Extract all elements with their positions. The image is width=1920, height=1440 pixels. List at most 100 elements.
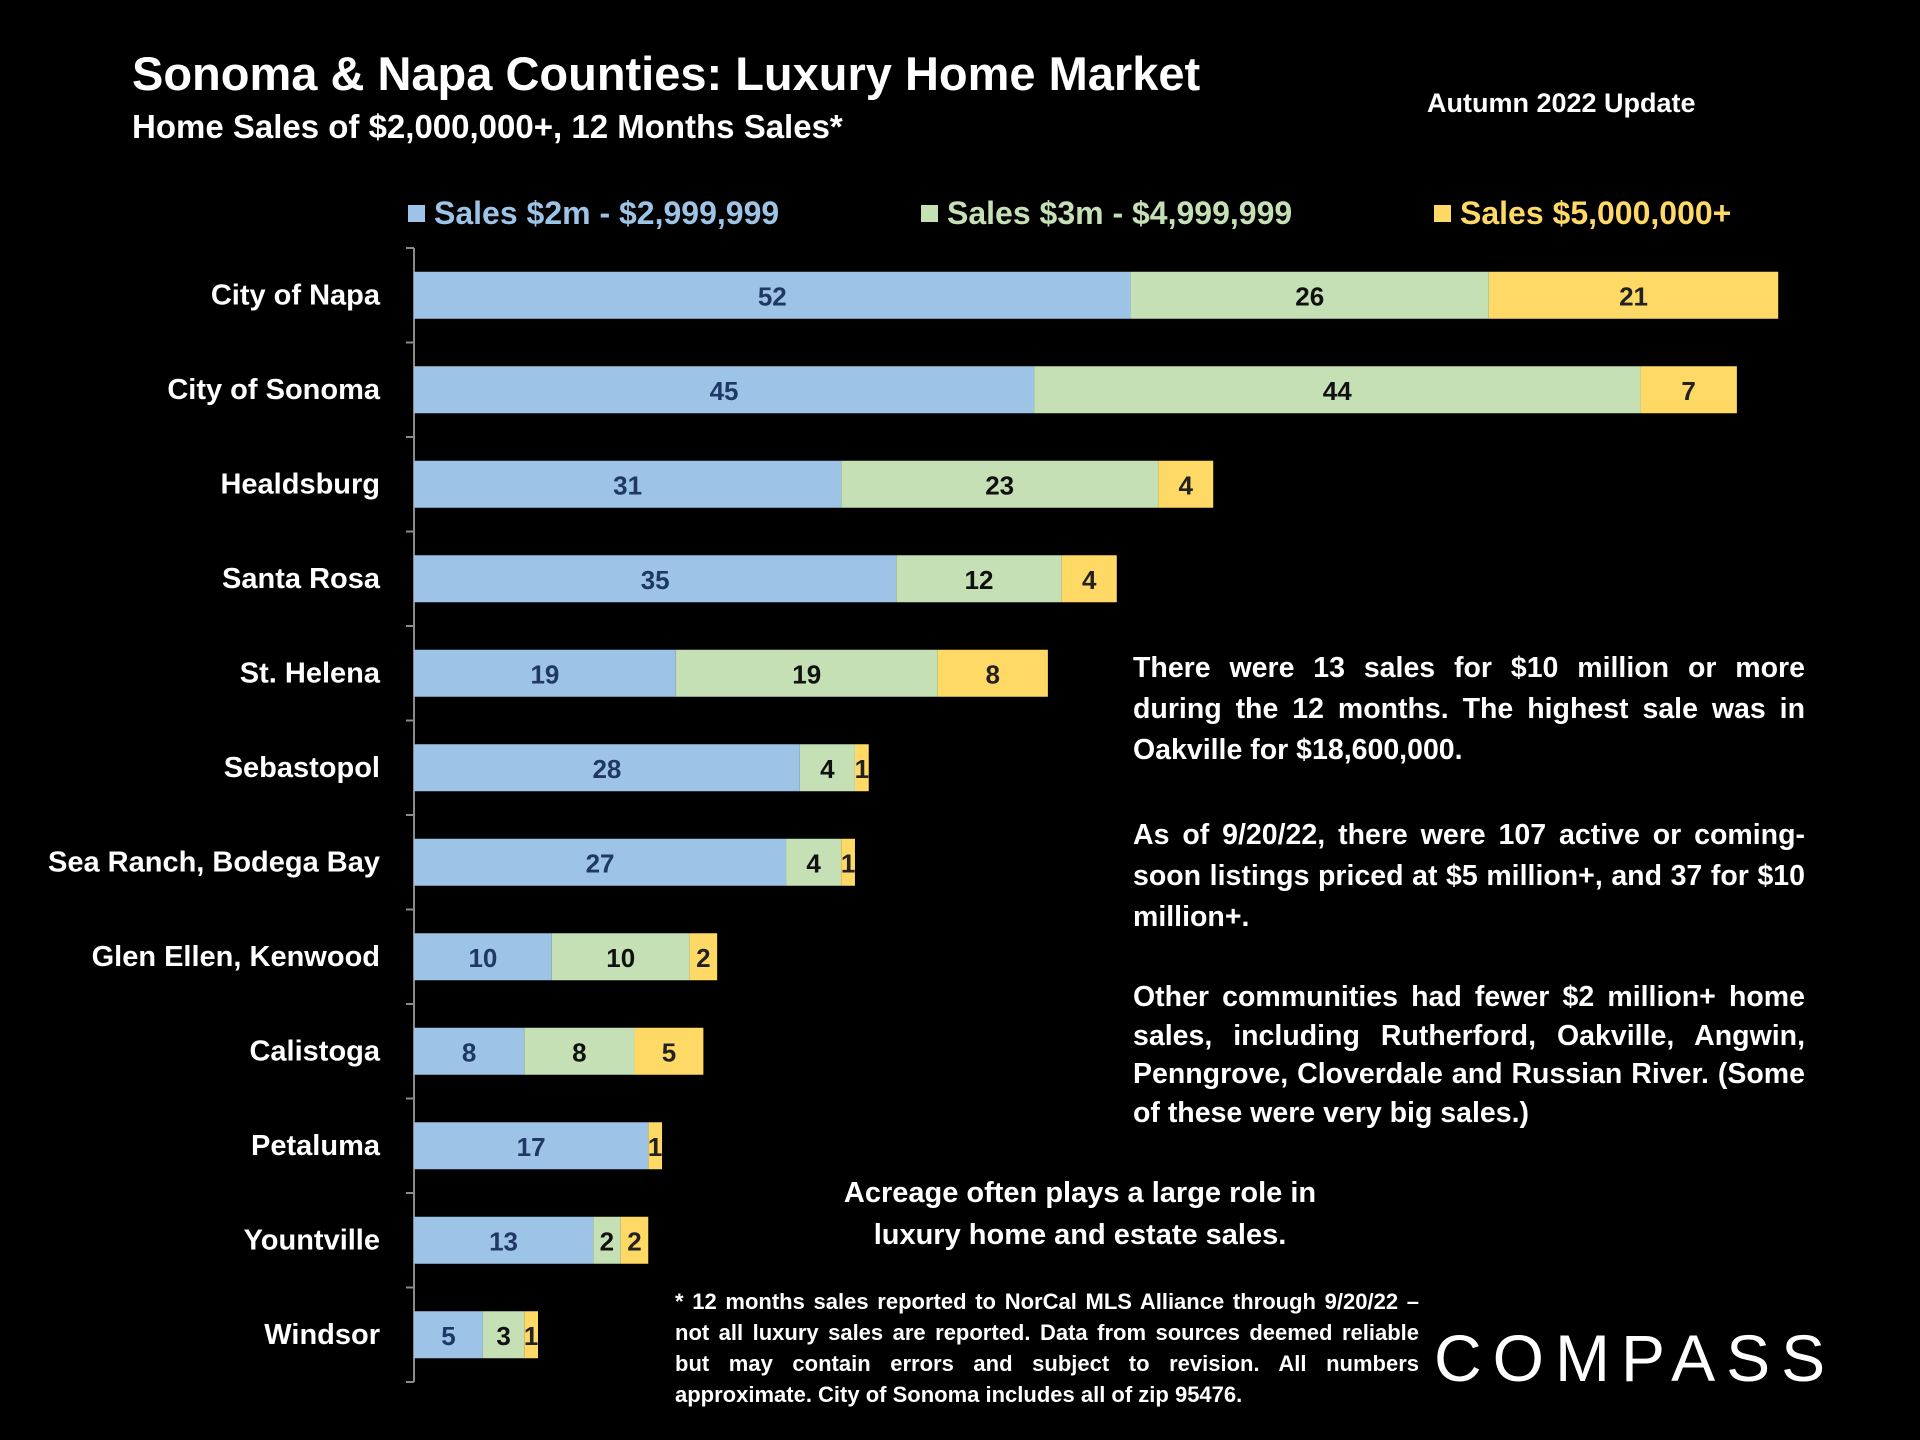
- data-label-series-3: 1: [841, 848, 855, 878]
- category-label: Glen Ellen, Kenwood: [92, 941, 380, 973]
- bar-segment-series-3: [1061, 555, 1117, 603]
- bar-segment-series-1: [414, 838, 787, 886]
- chart-subtitle: Home Sales of $2,000,000+, 12 Months Sal…: [132, 108, 843, 145]
- data-label-series-1: 52: [758, 281, 787, 311]
- bar-segment-series-1: [414, 744, 800, 792]
- data-label-series-3: 1: [648, 1132, 662, 1162]
- bar-segment-series-3: [937, 649, 1048, 697]
- bar-segment-series-2: [799, 744, 855, 792]
- bar-segment-series-3: [1488, 271, 1779, 319]
- data-label-series-1: 45: [710, 376, 739, 406]
- bar-segment-series-3: [620, 1216, 649, 1264]
- bar-segment-series-3: [634, 1027, 704, 1075]
- data-label-series-3: 2: [696, 943, 710, 973]
- data-label-series-1: 35: [641, 565, 670, 595]
- data-label-series-3: 5: [662, 1037, 676, 1067]
- data-label-series-3: 4: [1082, 565, 1097, 595]
- category-label: Petaluma: [251, 1130, 381, 1162]
- data-label-series-1: 27: [586, 848, 615, 878]
- legend-label-series-1: Sales $2m - $2,999,999: [434, 194, 780, 231]
- legend-item-series-3: Sales $5,000,000+: [1434, 193, 1731, 233]
- data-label-series-2: 19: [792, 659, 821, 689]
- data-label-series-2: 44: [1323, 376, 1352, 406]
- legend-swatch-series-1: [408, 204, 425, 222]
- note-paragraph-2: As of 9/20/22, there were 107 active or …: [1133, 819, 1805, 933]
- data-label-series-1: 28: [592, 754, 621, 784]
- data-label-series-2: 2: [600, 1226, 614, 1256]
- update-label: Autumn 2022 Update: [1427, 88, 1696, 118]
- category-label: City of Napa: [211, 279, 381, 311]
- bar-segment-series-1: [414, 1216, 594, 1264]
- bar-segment-series-3: [854, 744, 869, 792]
- legend-item-series-2: Sales $3m - $4,999,999: [921, 193, 1292, 233]
- data-label-series-3: 8: [986, 659, 1000, 689]
- category-label: Sebastopol: [224, 752, 380, 784]
- bar-segment-series-3: [1640, 366, 1737, 414]
- bar-segment-series-2: [841, 460, 1159, 508]
- chart-title: Sonoma & Napa Counties: Luxury Home Mark…: [132, 47, 1201, 100]
- data-label-series-1: 10: [468, 943, 497, 973]
- data-label-series-2: 3: [496, 1321, 510, 1351]
- bar-segment-series-3: [1158, 460, 1214, 508]
- bar-segment-series-1: [414, 649, 676, 697]
- category-label: Yountville: [244, 1224, 380, 1256]
- bar-segment-series-3: [841, 838, 855, 886]
- bar-segment-series-1: [414, 933, 552, 981]
- bar-segment-series-2: [896, 555, 1062, 603]
- category-label: Santa Rosa: [222, 563, 381, 595]
- category-label: St. Helena: [240, 657, 381, 689]
- bar-segment-series-2: [524, 1027, 635, 1075]
- data-label-series-2: 4: [820, 754, 835, 784]
- category-label: Calistoga: [249, 1035, 380, 1067]
- bar-segment-series-2: [1130, 271, 1489, 319]
- data-label-series-2: 26: [1295, 281, 1324, 311]
- bar-segment-series-1: [414, 271, 1131, 319]
- category-label: Healdsburg: [220, 468, 380, 500]
- acreage-line-1: Acreage often plays a large role in: [843, 1177, 1317, 1209]
- data-label-series-1: 5: [441, 1321, 455, 1351]
- data-label-series-1: 31: [613, 470, 642, 500]
- category-label: Sea Ranch, Bodega Bay: [48, 846, 380, 878]
- data-label-series-1: 13: [489, 1226, 518, 1256]
- bar-segment-series-2: [551, 933, 690, 981]
- bar-segment-series-1: [414, 1122, 649, 1170]
- legend-swatch-series-3: [1434, 204, 1451, 222]
- bar-segment-series-2: [482, 1311, 525, 1359]
- data-label-series-2: 23: [985, 470, 1014, 500]
- data-label-series-2: 12: [965, 565, 994, 595]
- acreage-note: Acreage often plays a large role in luxu…: [760, 1172, 1400, 1256]
- data-label-series-2: 4: [806, 848, 821, 878]
- bar-segment-series-1: [414, 366, 1035, 414]
- note-paragraph-1: There were 13 sales for $10 million or m…: [1133, 652, 1805, 766]
- data-label-series-2: 8: [572, 1037, 586, 1067]
- footnote: * 12 months sales reported to NorCal MLS…: [675, 1289, 1419, 1407]
- bar-segment-series-2: [1034, 366, 1641, 414]
- data-label-series-3: 1: [855, 754, 869, 784]
- legend-label-series-2: Sales $3m - $4,999,999: [947, 194, 1293, 231]
- acreage-line-2: luxury home and estate sales.: [873, 1219, 1287, 1251]
- note-paragraph-3: Other communities had fewer $2 million+ …: [1133, 981, 1805, 1129]
- data-label-series-1: 19: [530, 659, 559, 689]
- bar-segment-series-3: [524, 1311, 539, 1359]
- data-label-series-3: 7: [1681, 376, 1695, 406]
- legend-item-series-1: Sales $2m - $2,999,999: [408, 193, 779, 233]
- bar-segment-series-2: [593, 1216, 621, 1264]
- category-label: Windsor: [264, 1319, 380, 1351]
- data-label-series-3: 4: [1178, 470, 1193, 500]
- bar-segment-series-2: [675, 649, 938, 697]
- category-label: City of Sonoma: [167, 374, 381, 406]
- bar-segment-series-3: [689, 933, 718, 981]
- bar-segment-series-3: [648, 1122, 663, 1170]
- bar-segment-series-1: [414, 1311, 483, 1359]
- compass-logo: COMPASS: [1434, 1321, 1837, 1395]
- legend-label-series-3: Sales $5,000,000+: [1460, 194, 1732, 231]
- bar-segment-series-1: [414, 1027, 525, 1075]
- data-label-series-3: 21: [1619, 281, 1648, 311]
- data-label-series-3: 2: [627, 1226, 641, 1256]
- bar-segment-series-1: [414, 555, 897, 603]
- data-label-series-3: 1: [524, 1321, 538, 1351]
- bar-segment-series-1: [414, 460, 842, 508]
- data-label-series-1: 17: [517, 1132, 546, 1162]
- data-label-series-2: 10: [606, 943, 635, 973]
